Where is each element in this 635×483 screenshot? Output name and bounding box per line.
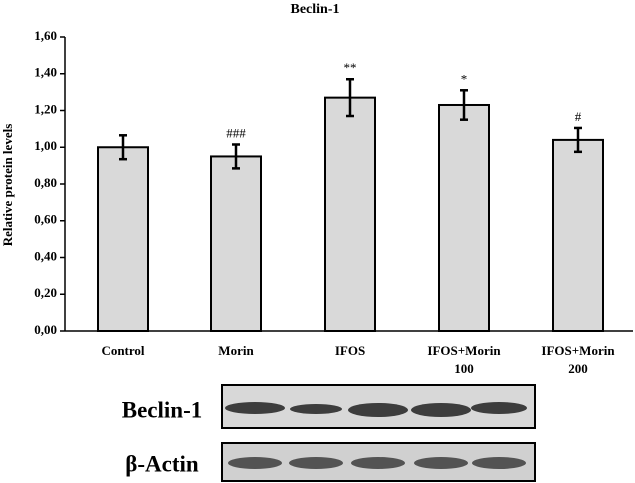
x-tick-label: IFOS+Morin 100	[427, 343, 501, 376]
blot-label: β-Actin	[125, 451, 199, 476]
blot-band	[414, 457, 468, 469]
significance-label: **	[344, 60, 357, 75]
y-tick-label: 1,00	[34, 138, 57, 153]
blot-band	[289, 457, 343, 469]
blot-band	[351, 457, 405, 469]
y-tick-label: 1,60	[34, 28, 57, 43]
error-bar	[232, 143, 240, 170]
significance-label: ###	[226, 125, 246, 140]
bar	[97, 146, 149, 332]
blot-band	[471, 402, 527, 414]
blot-label: Beclin-1	[122, 397, 203, 422]
y-tick-label: 1,40	[34, 65, 57, 80]
blot-band	[290, 404, 342, 414]
y-tick-label: 0,20	[34, 285, 57, 300]
blot-band	[228, 457, 282, 469]
y-tick-label: 0,40	[34, 248, 57, 263]
y-axis-label: Relative protein levels	[0, 124, 15, 247]
blot-band	[472, 457, 526, 469]
y-tick-label: 0,80	[34, 175, 57, 190]
error-bar	[346, 78, 354, 118]
error-bar	[460, 89, 468, 121]
blot-band	[411, 403, 471, 417]
error-bar	[119, 134, 127, 161]
blot-band	[225, 402, 285, 414]
x-tick-label: IFOS	[334, 343, 366, 358]
significance-label: #	[575, 109, 582, 124]
bar	[210, 155, 262, 332]
significance-label: *	[461, 71, 468, 86]
chart-title: Beclin-1	[291, 2, 340, 17]
bar	[552, 138, 604, 332]
error-bar	[574, 126, 582, 154]
blot-band	[348, 403, 408, 417]
x-tick-label: Control	[101, 343, 145, 358]
x-tick-label: IFOS+Morin 200	[541, 343, 615, 376]
bar	[438, 103, 490, 332]
bar	[324, 96, 376, 332]
y-tick-label: 1,20	[34, 101, 57, 116]
y-tick-label: 0,00	[34, 322, 57, 337]
x-tick-label: Morin	[218, 343, 254, 358]
y-tick-label: 0,60	[34, 212, 57, 227]
